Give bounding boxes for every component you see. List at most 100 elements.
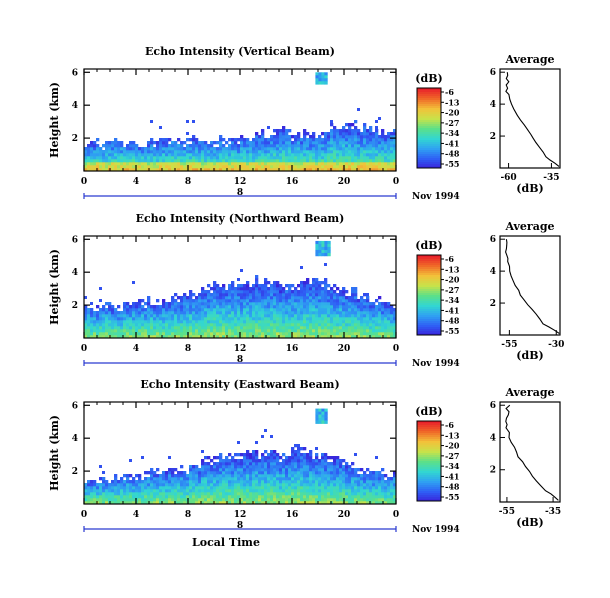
colorbar-swatch xyxy=(417,315,441,318)
colorbar-swatch xyxy=(417,491,441,494)
average-y-tick-label: 4 xyxy=(490,433,496,443)
colorbar-swatch xyxy=(417,162,441,165)
colorbar-swatch xyxy=(417,449,441,452)
colorbar-tick-label: -48 xyxy=(445,316,460,326)
y-axis-label: Height (km) xyxy=(48,249,61,325)
colorbar-swatch xyxy=(417,164,441,167)
colorbar-swatch xyxy=(417,429,441,432)
colorbar-tick-label: -41 xyxy=(445,305,459,315)
x-tick-label: 12 xyxy=(234,344,247,354)
echo-heatmap xyxy=(84,263,397,339)
colorbar-swatch xyxy=(417,98,441,101)
average-profile: Average -60 -35 6 4 2 (dB) xyxy=(490,53,561,195)
y-tick-label: 2 xyxy=(72,467,78,477)
average-y-tick-label: 6 xyxy=(490,68,496,78)
x-tick-label: 0 xyxy=(81,344,87,354)
colorbar-swatch xyxy=(417,467,441,470)
average-title: Average xyxy=(504,220,554,233)
colorbar-swatch xyxy=(417,138,441,141)
colorbar-swatch xyxy=(417,475,441,478)
average-x-label: (dB) xyxy=(516,516,543,529)
colorbar-swatch xyxy=(417,311,441,314)
colorbar-tick-label: -27 xyxy=(445,451,459,461)
colorbar-swatch xyxy=(417,317,441,320)
date-axis-day: 8 xyxy=(237,355,243,365)
colorbar-swatch xyxy=(417,277,441,280)
colorbar-swatch xyxy=(417,265,441,268)
colorbar-swatch xyxy=(417,257,441,260)
average-title: Average xyxy=(504,53,554,66)
colorbar-swatch xyxy=(417,273,441,276)
colorbar-swatch xyxy=(417,299,441,302)
average-frame xyxy=(499,401,561,503)
colorbar-tick-label: -27 xyxy=(445,118,459,128)
average-y-tick-label: 2 xyxy=(490,299,496,309)
average-title: Average xyxy=(504,386,554,399)
colorbar-swatch xyxy=(417,122,441,125)
date-axis-day: 8 xyxy=(237,521,243,531)
colorbar-swatch xyxy=(417,451,441,454)
y-tick-label: 6 xyxy=(72,68,78,78)
colorbar-swatch xyxy=(417,130,441,133)
colorbar-tick-label: -20 xyxy=(445,108,460,118)
y-tick-label: 4 xyxy=(72,268,78,278)
high-cloud-echo xyxy=(315,408,328,424)
colorbar-tick-label: -41 xyxy=(445,138,459,148)
average-profile-line xyxy=(505,72,560,167)
colorbar-swatch xyxy=(417,283,441,286)
panel-title: Echo Intensity (Vertical Beam) xyxy=(145,45,335,58)
colorbar-swatch xyxy=(417,275,441,278)
high-cloud-echo xyxy=(315,240,331,257)
colorbar-swatch xyxy=(417,134,441,137)
average-profile: Average -55 -30 6 4 2 (dB) xyxy=(490,220,565,362)
colorbar-swatch xyxy=(417,469,441,472)
average-x-label: (dB) xyxy=(516,182,543,195)
colorbar-swatch xyxy=(417,124,441,127)
colorbar: (dB)-6-13-20-27-34-41-48-55 xyxy=(415,239,460,336)
panel-2: Echo Intensity (Northward Beam)0 4 8 12 16 20… xyxy=(48,212,564,369)
colorbar-swatch xyxy=(417,465,441,468)
colorbar-swatch xyxy=(417,425,441,428)
colorbar-swatch xyxy=(417,136,441,139)
colorbar-frame xyxy=(416,254,442,336)
colorbar-swatch xyxy=(417,479,441,482)
x-tick-label: 8 xyxy=(185,510,191,520)
x-tick-label: 0 xyxy=(393,510,399,520)
colorbar-swatch xyxy=(417,104,441,107)
colorbar-tick-label: -27 xyxy=(445,285,459,295)
colorbar-swatch xyxy=(417,166,441,169)
colorbar-swatch xyxy=(417,281,441,284)
colorbar-tick-label: -13 xyxy=(445,97,460,107)
x-tick-label: 8 xyxy=(185,177,191,187)
average-x-tick-label: -35 xyxy=(545,507,561,517)
colorbar-swatch xyxy=(417,473,441,476)
colorbar-swatch xyxy=(417,477,441,480)
colorbar-tick-label: -34 xyxy=(445,128,460,138)
x-tick-label: 4 xyxy=(133,344,139,354)
panel-3: Echo Intensity (Eastward Beam)0 4 8 12 16 20 0… xyxy=(48,378,561,549)
average-y-tick-label: 6 xyxy=(490,235,496,245)
colorbar-tick-label: -13 xyxy=(445,430,460,440)
colorbar-swatch xyxy=(417,285,441,288)
date-axis-date: Nov 1994 xyxy=(412,192,460,202)
colorbar-swatch xyxy=(417,261,441,264)
average-x-tick-label: -30 xyxy=(548,340,564,350)
average-y-tick-label: 2 xyxy=(490,466,496,476)
colorbar-swatch xyxy=(417,447,441,450)
colorbar-swatch xyxy=(417,459,441,462)
colorbar-tick-label: -55 xyxy=(445,492,459,502)
colorbar-unit: (dB) xyxy=(415,72,442,85)
colorbar-swatch xyxy=(417,96,441,99)
y-tick-label: 6 xyxy=(72,235,78,245)
colorbar-swatch xyxy=(417,259,441,262)
average-x-label: (dB) xyxy=(516,349,543,362)
colorbar-swatch xyxy=(417,481,441,484)
colorbar-swatch xyxy=(417,291,441,294)
colorbar-frame xyxy=(416,87,442,169)
colorbar-swatch xyxy=(417,301,441,304)
colorbar-swatch xyxy=(417,485,441,488)
x-tick-label: 4 xyxy=(133,177,139,187)
colorbar-swatch xyxy=(417,114,441,117)
colorbar: (dB)-6-13-20-27-34-41-48-55 xyxy=(415,72,460,169)
